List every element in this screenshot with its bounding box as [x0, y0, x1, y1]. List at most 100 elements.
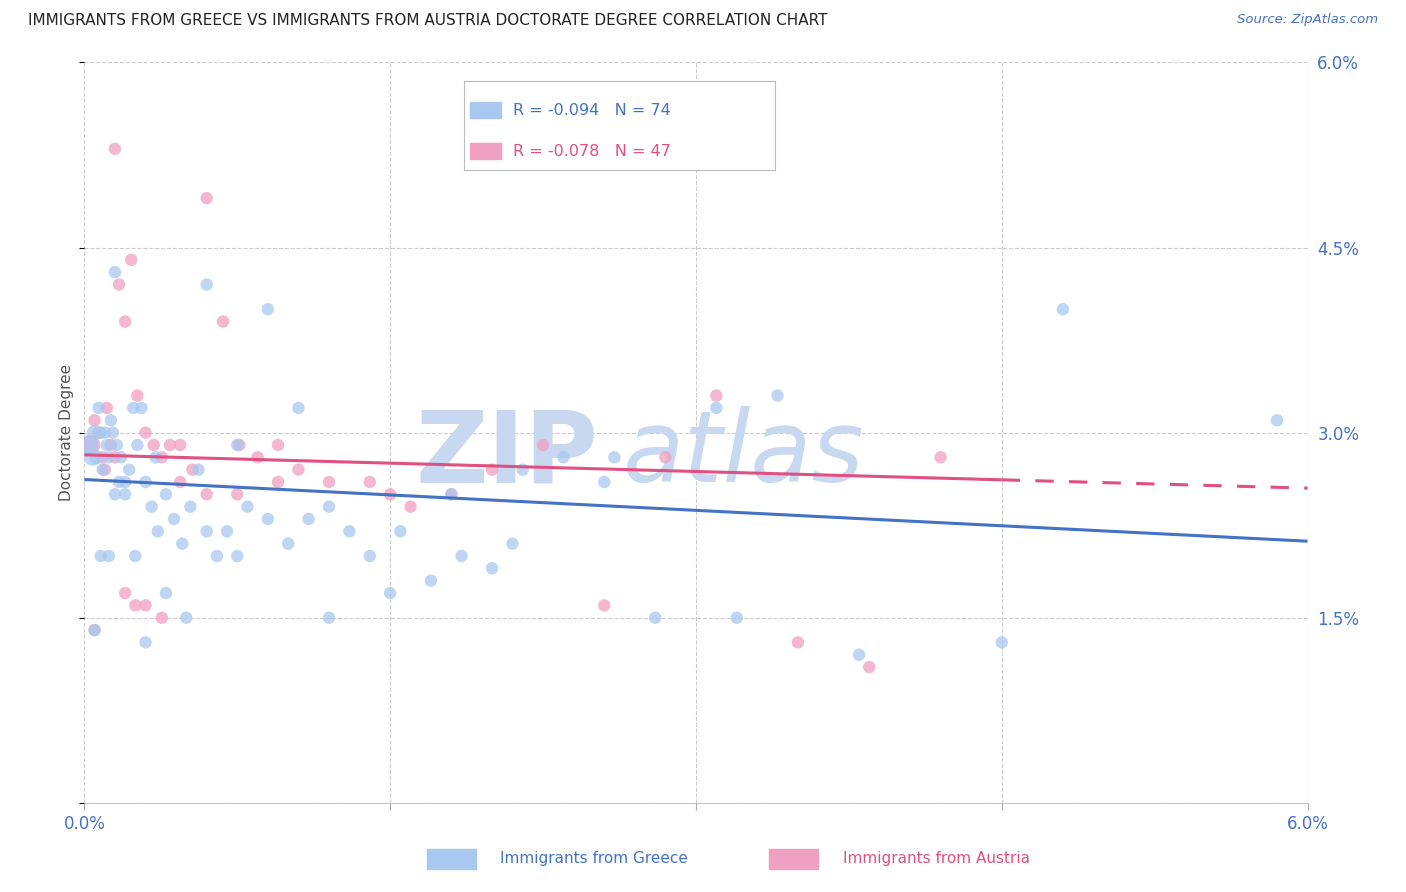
Point — [929, 450, 952, 465]
Point — [82, 450, 104, 465]
Point — [169, 475, 191, 489]
Point — [287, 401, 309, 415]
Point — [1265, 413, 1288, 427]
Point — [246, 450, 269, 465]
Point — [399, 500, 422, 514]
Point — [172, 536, 194, 550]
Point — [226, 487, 249, 501]
Point — [195, 524, 218, 539]
Point — [87, 425, 110, 440]
Point — [142, 438, 165, 452]
Point — [205, 549, 228, 563]
Point — [77, 438, 100, 452]
Point — [502, 536, 524, 550]
Point — [83, 623, 105, 637]
Point — [420, 574, 443, 588]
Point — [150, 610, 173, 624]
Point — [858, 660, 880, 674]
Text: ZIP: ZIP — [415, 407, 598, 503]
Point — [217, 524, 239, 539]
Point — [79, 438, 101, 452]
Point — [236, 500, 259, 514]
Point — [179, 500, 201, 514]
Point — [86, 450, 108, 465]
Point — [127, 438, 149, 452]
Point — [120, 252, 142, 267]
Point — [96, 401, 118, 415]
Point — [187, 462, 209, 476]
Point — [603, 450, 626, 465]
Point — [100, 438, 122, 452]
Point — [108, 277, 131, 292]
Point — [155, 487, 177, 501]
Point — [267, 475, 290, 489]
Point — [593, 475, 616, 489]
Point — [93, 425, 115, 440]
Text: Immigrants from Austria: Immigrants from Austria — [842, 851, 1029, 866]
Point — [91, 462, 114, 476]
Point — [226, 549, 249, 563]
Point — [287, 462, 309, 476]
Point — [105, 438, 128, 452]
Point — [141, 500, 163, 514]
Point — [298, 512, 321, 526]
Point — [174, 610, 197, 624]
Point — [226, 438, 249, 452]
Point — [150, 450, 173, 465]
Point — [97, 450, 120, 465]
Point — [96, 438, 118, 452]
Point — [380, 586, 402, 600]
Point — [212, 315, 235, 329]
Point — [654, 450, 676, 465]
Point — [104, 142, 127, 156]
Point — [991, 635, 1014, 649]
Point — [124, 549, 146, 563]
Point — [531, 438, 554, 452]
Point — [195, 487, 218, 501]
Point — [90, 549, 112, 563]
Point — [131, 401, 153, 415]
Point — [104, 487, 127, 501]
Point — [114, 487, 136, 501]
Point — [83, 425, 105, 440]
Point — [135, 475, 157, 489]
Text: IMMIGRANTS FROM GREECE VS IMMIGRANTS FROM AUSTRIA DOCTORATE DEGREE CORRELATION C: IMMIGRANTS FROM GREECE VS IMMIGRANTS FRO… — [28, 13, 828, 29]
Point — [101, 425, 124, 440]
Point — [169, 438, 191, 452]
Point — [195, 191, 218, 205]
Point — [145, 450, 167, 465]
Point — [135, 635, 157, 649]
Point — [1052, 302, 1074, 317]
Point — [118, 462, 141, 476]
Point — [318, 500, 340, 514]
Point — [481, 561, 503, 575]
Point — [593, 599, 616, 613]
Point — [163, 512, 186, 526]
Point — [359, 549, 381, 563]
Point — [380, 487, 402, 501]
Point — [114, 586, 136, 600]
Point — [553, 450, 575, 465]
Point — [124, 599, 146, 613]
Point — [450, 549, 472, 563]
Point — [104, 265, 127, 279]
Point — [83, 413, 105, 427]
Point — [135, 599, 157, 613]
Point — [155, 586, 177, 600]
Point — [440, 487, 463, 501]
Point — [181, 462, 204, 476]
Point — [848, 648, 870, 662]
Point — [114, 475, 136, 489]
Point — [277, 536, 299, 550]
Point — [110, 450, 132, 465]
Point — [146, 524, 169, 539]
Point — [706, 401, 728, 415]
Point — [318, 475, 340, 489]
Point — [228, 438, 250, 452]
Point — [389, 524, 412, 539]
Text: atlas: atlas — [623, 407, 865, 503]
Point — [766, 389, 789, 403]
Point — [83, 623, 105, 637]
Point — [706, 389, 728, 403]
Text: Source: ZipAtlas.com: Source: ZipAtlas.com — [1237, 13, 1378, 27]
